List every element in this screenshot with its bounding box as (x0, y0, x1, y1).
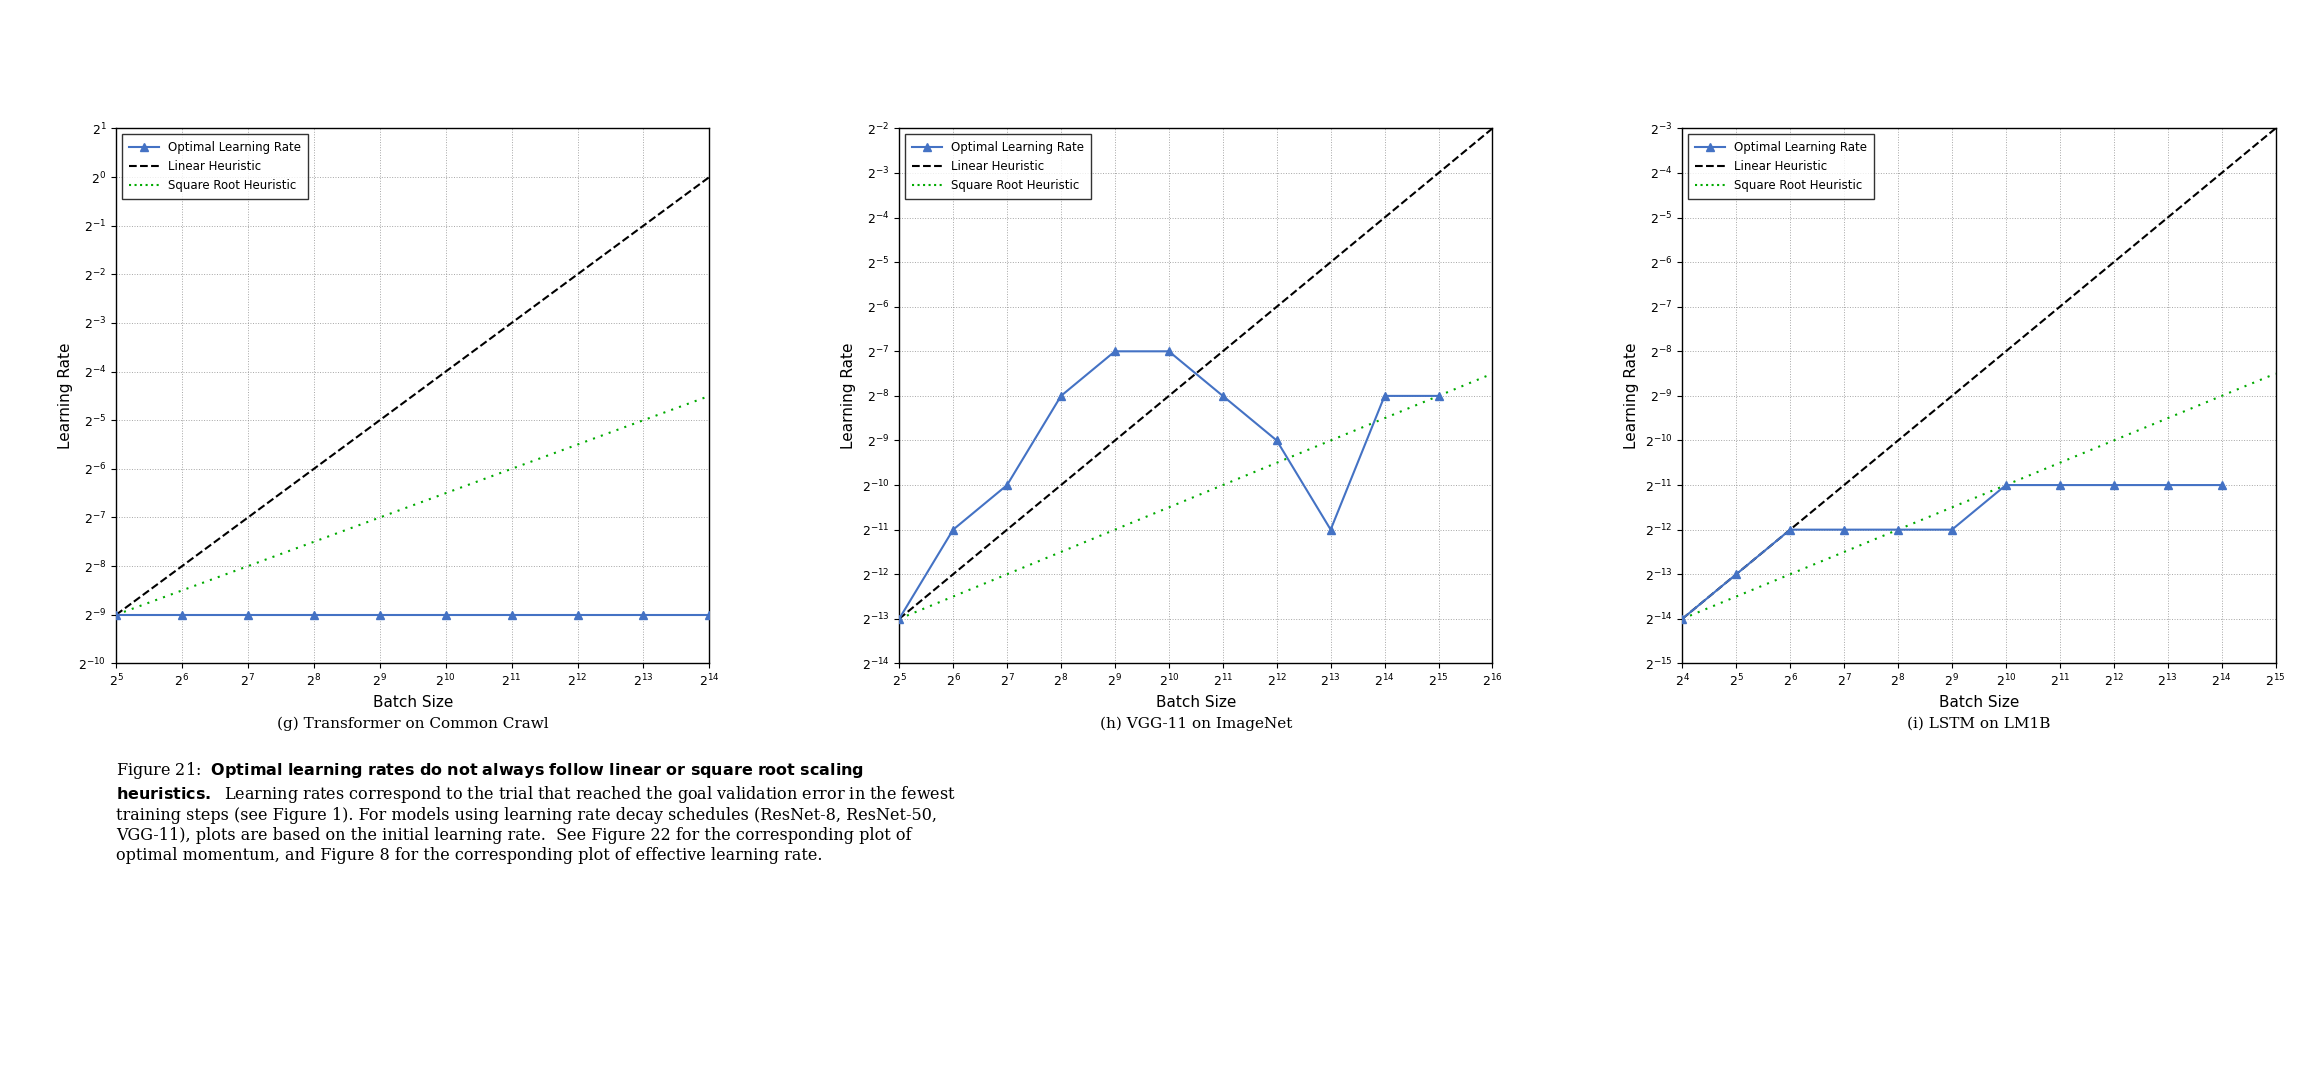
Legend: Optimal Learning Rate, Linear Heuristic, Square Root Heuristic: Optimal Learning Rate, Linear Heuristic,… (906, 135, 1091, 199)
Text: (h) VGG-11 on ImageNet: (h) VGG-11 on ImageNet (1101, 717, 1291, 731)
Y-axis label: Learning Rate: Learning Rate (58, 342, 72, 449)
Text: Figure 21:  $\mathbf{Optimal\ learning\ rates\ do\ not\ always\ follow\ linear\ : Figure 21: $\mathbf{Optimal\ learning\ r… (116, 760, 957, 863)
Legend: Optimal Learning Rate, Linear Heuristic, Square Root Heuristic: Optimal Learning Rate, Linear Heuristic,… (123, 135, 309, 199)
X-axis label: Batch Size: Batch Size (372, 696, 453, 710)
Y-axis label: Learning Rate: Learning Rate (1623, 342, 1639, 449)
X-axis label: Batch Size: Batch Size (1939, 696, 2020, 710)
Text: (i) LSTM on LM1B: (i) LSTM on LM1B (1906, 717, 2050, 731)
Legend: Optimal Learning Rate, Linear Heuristic, Square Root Heuristic: Optimal Learning Rate, Linear Heuristic,… (1688, 135, 1874, 199)
Text: (g) Transformer on Common Crawl: (g) Transformer on Common Crawl (276, 717, 548, 731)
Y-axis label: Learning Rate: Learning Rate (841, 342, 857, 449)
X-axis label: Batch Size: Batch Size (1156, 696, 1235, 710)
